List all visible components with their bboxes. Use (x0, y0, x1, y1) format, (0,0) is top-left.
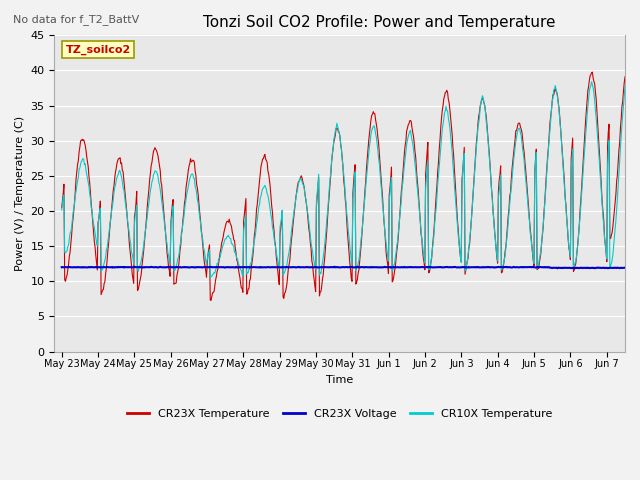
X-axis label: Time: Time (326, 375, 353, 384)
Y-axis label: Power (V) / Temperature (C): Power (V) / Temperature (C) (15, 116, 25, 271)
Text: No data for f_T2_BattV: No data for f_T2_BattV (13, 14, 139, 25)
Title: Tonzi Soil CO2 Profile: Power and Temperature: Tonzi Soil CO2 Profile: Power and Temper… (204, 15, 556, 30)
Legend: CR23X Temperature, CR23X Voltage, CR10X Temperature: CR23X Temperature, CR23X Voltage, CR10X … (122, 405, 557, 423)
Text: TZ_soilco2: TZ_soilco2 (66, 45, 131, 55)
